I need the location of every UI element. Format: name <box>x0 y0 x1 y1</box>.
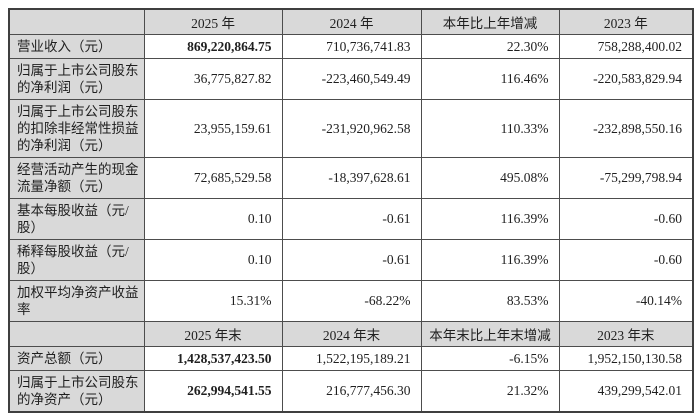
cell-value: -0.60 <box>558 198 694 240</box>
table-header-row-annual: 2025 年 2024 年 本年比上年增减 2023 年 <box>8 8 694 35</box>
table-row-net-profit: 归属于上市公司股东的净利润（元） 36,775,827.82 -223,460,… <box>8 58 694 100</box>
column-header-year-end-change: 本年末比上年末增减 <box>420 321 560 347</box>
table-row-weighted-avg-roe: 加权平均净资产收益率 15.31% -68.22% 83.53% -40.14% <box>8 280 694 322</box>
table-row-total-assets: 资产总额（元） 1,428,537,423.50 1,522,195,189.2… <box>8 346 694 371</box>
column-header-2025: 2025 年 <box>143 8 283 35</box>
column-header-2023: 2023 年 <box>558 8 694 35</box>
table-row-diluted-eps: 稀释每股收益（元/股） 0.10 -0.61 116.39% -0.60 <box>8 239 694 281</box>
row-label: 加权平均净资产收益率 <box>8 280 145 322</box>
financial-summary: 2025 年 2024 年 本年比上年增减 2023 年 营业收入（元） 869… <box>8 8 694 413</box>
cell-value: -18,397,628.61 <box>281 157 422 199</box>
row-label: 稀释每股收益（元/股） <box>8 239 145 281</box>
cell-value: 495.08% <box>420 157 560 199</box>
cell-value: 83.53% <box>420 280 560 322</box>
column-header-2024-year-end: 2024 年末 <box>281 321 422 347</box>
cell-value: 216,777,456.30 <box>281 370 422 413</box>
table-row-revenue: 营业收入（元） 869,220,864.75 710,736,741.83 22… <box>8 34 694 59</box>
column-header-2025-year-end: 2025 年末 <box>143 321 283 347</box>
cell-value: 116.46% <box>420 58 560 100</box>
cell-value: 0.10 <box>143 198 283 240</box>
table-header-row-year-end: 2025 年末 2024 年末 本年末比上年末增减 2023 年末 <box>8 321 694 347</box>
cell-value: 439,299,542.01 <box>558 370 694 413</box>
row-label: 营业收入（元） <box>8 34 145 59</box>
cell-value: -0.61 <box>281 239 422 281</box>
cell-value: -68.22% <box>281 280 422 322</box>
row-label: 归属于上市公司股东的净利润（元） <box>8 58 145 100</box>
cell-value: 1,952,150,130.58 <box>558 346 694 371</box>
table-row-net-profit-excl-nonrecurring: 归属于上市公司股东的扣除非经常性损益的净利润（元） 23,955,159.61 … <box>8 99 694 158</box>
cell-value: -223,460,549.49 <box>281 58 422 100</box>
cell-value: -0.61 <box>281 198 422 240</box>
cell-value: -75,299,798.94 <box>558 157 694 199</box>
cell-value: -0.60 <box>558 239 694 281</box>
column-header-yoy-change: 本年比上年增减 <box>420 8 560 35</box>
cell-value: 758,288,400.02 <box>558 34 694 59</box>
table-row-basic-eps: 基本每股收益（元/股） 0.10 -0.61 116.39% -0.60 <box>8 198 694 240</box>
cell-value: 116.39% <box>420 198 560 240</box>
cell-value: 23,955,159.61 <box>143 99 283 158</box>
corner-cell <box>8 321 145 347</box>
row-label: 归属于上市公司股东的扣除非经常性损益的净利润（元） <box>8 99 145 158</box>
financial-summary-table: 2025 年 2024 年 本年比上年增减 2023 年 营业收入（元） 869… <box>8 8 694 413</box>
cell-value: 72,685,529.58 <box>143 157 283 199</box>
cell-value: 710,736,741.83 <box>281 34 422 59</box>
table-row-operating-cash-flow: 经营活动产生的现金流量净额（元） 72,685,529.58 -18,397,6… <box>8 157 694 199</box>
cell-value: 1,522,195,189.21 <box>281 346 422 371</box>
cell-value: 36,775,827.82 <box>143 58 283 100</box>
cell-value: -232,898,550.16 <box>558 99 694 158</box>
column-header-2023-year-end: 2023 年末 <box>558 321 694 347</box>
cell-value: -40.14% <box>558 280 694 322</box>
cell-value: 869,220,864.75 <box>143 34 283 59</box>
cell-value: 116.39% <box>420 239 560 281</box>
cell-value: 21.32% <box>420 370 560 413</box>
corner-cell <box>8 8 145 35</box>
row-label: 经营活动产生的现金流量净额（元） <box>8 157 145 199</box>
cell-value: 262,994,541.55 <box>143 370 283 413</box>
cell-value: 1,428,537,423.50 <box>143 346 283 371</box>
cell-value: 110.33% <box>420 99 560 158</box>
table-row-net-assets: 归属于上市公司股东的净资产（元） 262,994,541.55 216,777,… <box>8 370 694 413</box>
cell-value: -220,583,829.94 <box>558 58 694 100</box>
cell-value: 15.31% <box>143 280 283 322</box>
cell-value: -231,920,962.58 <box>281 99 422 158</box>
cell-value: -6.15% <box>420 346 560 371</box>
cell-value: 0.10 <box>143 239 283 281</box>
cell-value: 22.30% <box>420 34 560 59</box>
row-label: 资产总额（元） <box>8 346 145 371</box>
column-header-2024: 2024 年 <box>281 8 422 35</box>
row-label: 基本每股收益（元/股） <box>8 198 145 240</box>
row-label: 归属于上市公司股东的净资产（元） <box>8 370 145 413</box>
